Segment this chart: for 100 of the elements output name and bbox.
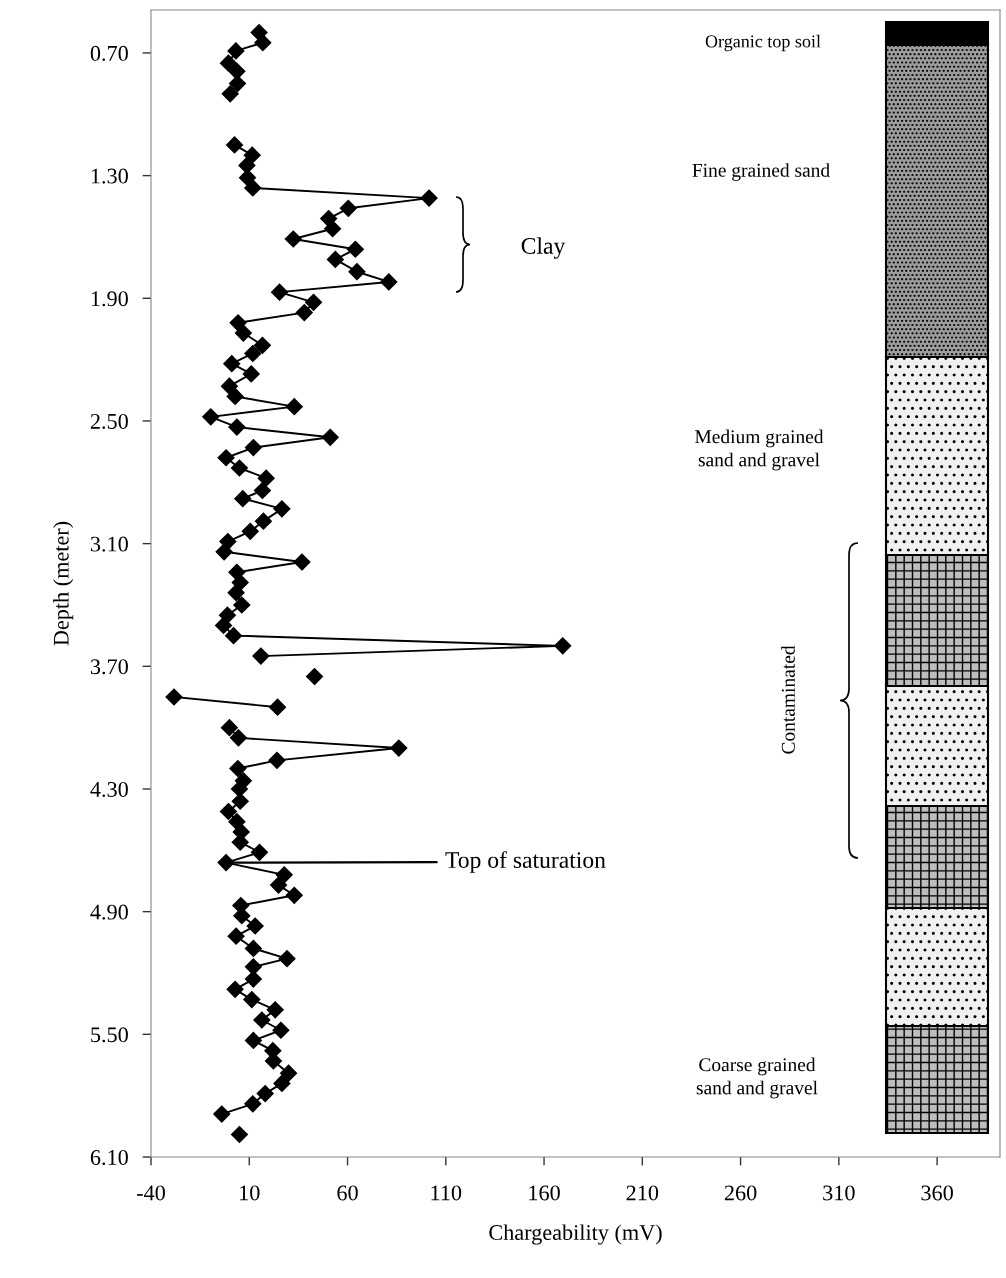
point bbox=[228, 418, 246, 436]
x-axis-title: Chargeability (mV) bbox=[489, 1224, 662, 1245]
point bbox=[390, 739, 408, 757]
y-tick-label: 0.70 bbox=[90, 45, 128, 61]
point bbox=[227, 927, 245, 945]
point bbox=[220, 719, 238, 737]
point bbox=[268, 751, 286, 769]
x-tick-label: -40 bbox=[137, 1185, 165, 1201]
point bbox=[273, 500, 291, 518]
point bbox=[213, 1105, 231, 1123]
point bbox=[270, 283, 289, 301]
point bbox=[252, 647, 270, 665]
point bbox=[214, 616, 233, 634]
point bbox=[231, 792, 249, 810]
point bbox=[226, 980, 244, 998]
point bbox=[243, 991, 261, 1009]
point bbox=[225, 136, 244, 154]
point bbox=[254, 512, 272, 530]
point bbox=[246, 917, 264, 935]
point bbox=[234, 324, 252, 342]
point bbox=[244, 438, 262, 457]
point bbox=[243, 146, 261, 164]
point bbox=[339, 199, 357, 217]
x-tick-label: 160 bbox=[529, 1185, 560, 1201]
point bbox=[238, 156, 256, 174]
point bbox=[256, 1085, 274, 1103]
point bbox=[219, 802, 237, 821]
point bbox=[227, 584, 245, 602]
y-axis-title: Depth (meter) bbox=[53, 521, 74, 646]
annotation: Coarse grained sand and gravel bbox=[696, 1057, 818, 1099]
annotation: Medium grained sand and gravel bbox=[695, 429, 824, 471]
point bbox=[226, 387, 244, 405]
point bbox=[273, 1074, 291, 1092]
point bbox=[269, 876, 288, 894]
point bbox=[244, 1095, 262, 1113]
y-tick-label: 4.30 bbox=[90, 781, 128, 797]
point bbox=[293, 553, 311, 571]
y-tick-label: 6.10 bbox=[90, 1149, 128, 1166]
point bbox=[250, 843, 269, 861]
point bbox=[420, 189, 438, 207]
point bbox=[257, 469, 275, 487]
point bbox=[234, 490, 252, 508]
point bbox=[305, 667, 324, 686]
point bbox=[324, 220, 342, 238]
point bbox=[242, 365, 260, 383]
annotation: Top of saturation bbox=[445, 851, 606, 873]
point bbox=[233, 596, 251, 614]
point bbox=[238, 169, 257, 187]
y-tick-label: 2.50 bbox=[90, 413, 128, 429]
point bbox=[227, 42, 245, 60]
point bbox=[278, 950, 296, 968]
point bbox=[244, 344, 262, 363]
point bbox=[253, 1011, 271, 1029]
point bbox=[285, 398, 303, 416]
point bbox=[304, 293, 323, 311]
point bbox=[217, 854, 235, 872]
point bbox=[254, 34, 272, 52]
point bbox=[215, 543, 233, 561]
point bbox=[220, 377, 238, 395]
annotation: Clay bbox=[521, 237, 566, 259]
point bbox=[280, 1064, 298, 1082]
x-tick-label: 360 bbox=[921, 1185, 953, 1201]
point bbox=[217, 449, 235, 467]
point bbox=[348, 263, 366, 281]
point bbox=[228, 813, 246, 831]
x-tick-label: 110 bbox=[431, 1185, 462, 1201]
annotation: Fine grained sand bbox=[692, 163, 830, 181]
y-tick-label: 3.70 bbox=[90, 659, 128, 675]
point bbox=[266, 1001, 284, 1019]
point bbox=[244, 1031, 262, 1050]
x-tick-label: 260 bbox=[724, 1185, 757, 1201]
y-tick-label: 5.50 bbox=[91, 1027, 128, 1043]
point bbox=[230, 1125, 248, 1144]
point bbox=[250, 23, 268, 42]
point bbox=[346, 240, 364, 258]
x-tick-label: 210 bbox=[626, 1185, 659, 1201]
y-tick-label: 3.10 bbox=[90, 536, 128, 552]
point bbox=[244, 179, 262, 197]
point bbox=[229, 759, 247, 778]
point bbox=[554, 637, 572, 655]
point bbox=[230, 459, 248, 477]
point bbox=[229, 729, 248, 747]
x-tick-label: 310 bbox=[823, 1185, 855, 1201]
point bbox=[326, 250, 344, 268]
y-tick-label: 1.30 bbox=[91, 168, 128, 184]
point bbox=[295, 304, 313, 322]
x-tick-label: 60 bbox=[337, 1185, 358, 1201]
point bbox=[244, 939, 262, 958]
annotation: Contaminated bbox=[781, 645, 795, 754]
point bbox=[253, 481, 271, 500]
point bbox=[253, 336, 271, 354]
y-tick-label: 1.90 bbox=[91, 291, 128, 307]
point bbox=[241, 522, 259, 540]
point bbox=[228, 75, 247, 93]
point bbox=[221, 85, 239, 103]
point bbox=[380, 273, 398, 291]
point bbox=[275, 866, 293, 884]
point bbox=[284, 230, 302, 248]
point bbox=[219, 54, 237, 72]
y-tick-label: 4.90 bbox=[90, 904, 128, 920]
